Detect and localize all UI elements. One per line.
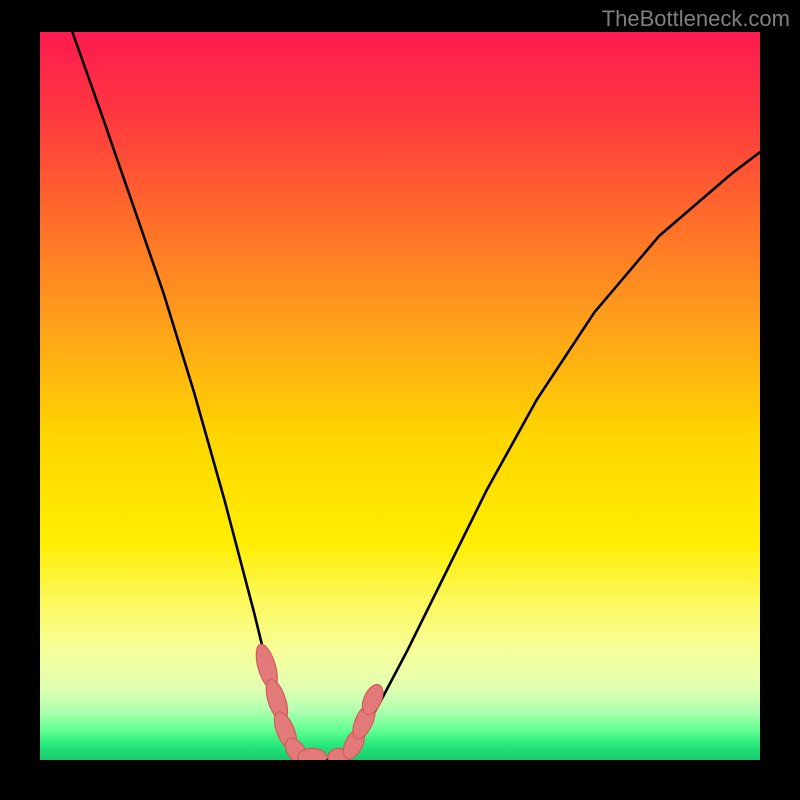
gradient-background xyxy=(40,32,760,760)
watermark-text: TheBottleneck.com xyxy=(602,6,790,32)
chart-container: TheBottleneck.com xyxy=(0,0,800,800)
plot-area xyxy=(40,32,760,760)
